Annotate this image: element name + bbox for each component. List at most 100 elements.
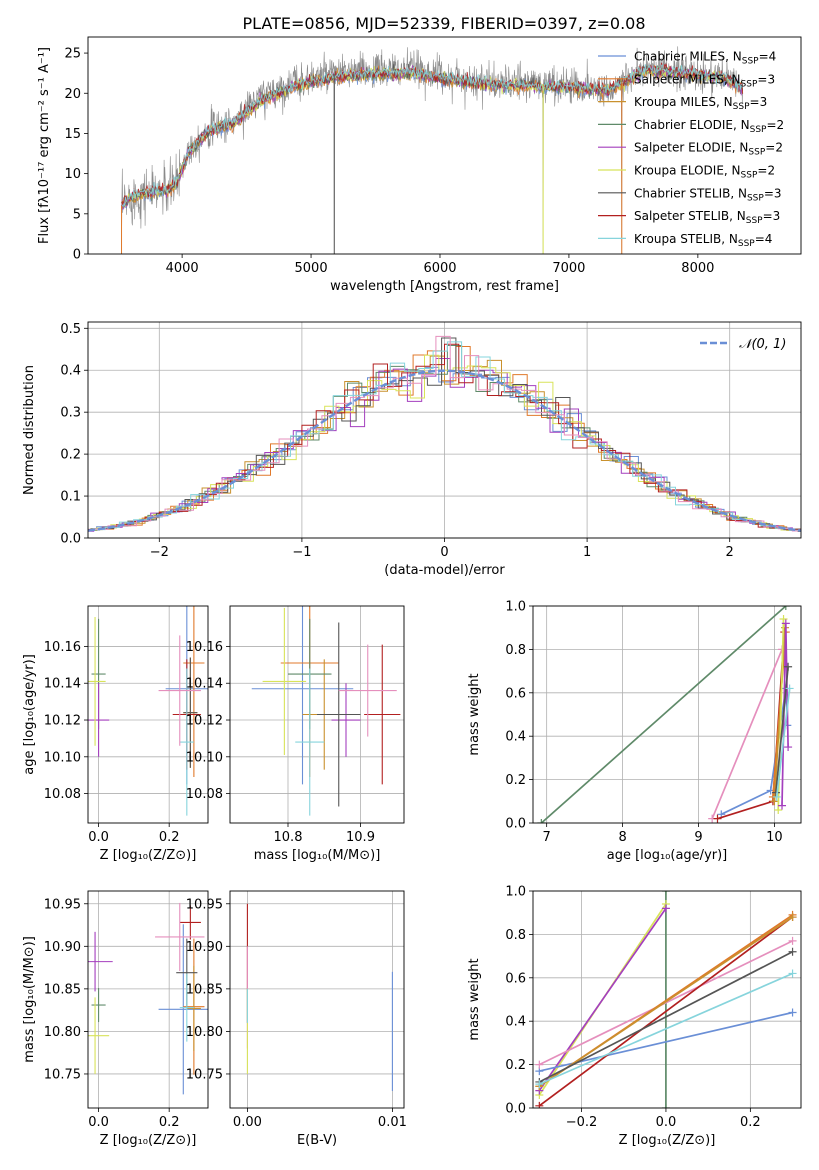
legend-label: Kroupa STELIB, NSSP=4 (634, 232, 772, 249)
x-tick-label: 0.0 (656, 1115, 677, 1130)
error-bar-point (158, 635, 201, 746)
legend-label-main: Kroupa ELODIE, N (634, 164, 741, 178)
error-bar-point (88, 997, 110, 1074)
mass_vs_Z-plot-area (88, 902, 208, 1095)
x-tick-label: 2 (726, 545, 734, 560)
legend-label-sub: SSP (747, 193, 764, 203)
error-bar-point (251, 606, 354, 785)
legend-label: Kroupa ELODIE, NSSP=2 (634, 164, 775, 181)
weight_vs_age-chart: 7 8 9 10 0.0 0.2 0.4 0.6 0.8 1.0 age [log₁₀(age/yr… (467, 600, 802, 863)
weight-line (775, 666, 789, 793)
weight-line (711, 649, 783, 820)
x-tick-label: 0.01 (378, 1115, 407, 1130)
weight-marker (781, 606, 790, 610)
residual-histogram (88, 354, 801, 531)
y-tick-label: 0.2 (60, 448, 81, 463)
y-tick-label: 0.5 (60, 322, 81, 337)
legend-label: Salpeter STELIB, NSSP=3 (634, 209, 780, 226)
legend-label-sub: SSP (742, 57, 759, 67)
weight-marker (788, 1008, 797, 1017)
error-bar-point (158, 924, 208, 1095)
weight-marker (537, 819, 546, 823)
y-tick-label: 10.90 (186, 940, 223, 955)
x-tick-label: 0.0 (88, 1115, 109, 1130)
weight-marker (535, 1060, 544, 1069)
legend-label-sub: SSP (741, 171, 758, 181)
weight_vs_age-plot-area (537, 606, 794, 823)
age_vs_Z-chart: 0.0 0.2 10.08 10.10 10.12 10.14 10.16 Z [log₁₀(… (22, 605, 209, 863)
x-axis-label: Z [log₁₀(Z/Z⊙)] (100, 1133, 197, 1148)
x-axis-label: mass [log₁₀(M/M⊙)] (254, 848, 381, 863)
axes-frame (532, 890, 802, 1109)
legend-label-sub: SSP (748, 148, 765, 158)
x-tick-label: 10.9 (346, 830, 375, 845)
weight-marker (661, 891, 670, 895)
y-tick-label: 10.95 (186, 897, 223, 912)
y-tick-label: 0.2 (505, 1058, 526, 1073)
y-axis-label: mass weight (467, 673, 482, 755)
y-axis-label: mass weight (467, 958, 482, 1040)
weight-marker (788, 936, 797, 945)
legend-label-value: =2 (765, 141, 783, 155)
x-axis-label: (data-model)/error (384, 563, 505, 578)
error-bar-point (262, 607, 307, 755)
y-tick-label: 0.8 (505, 928, 526, 943)
error-bar-point (179, 905, 201, 940)
legend-label-main: Chabrier ELODIE, N (634, 118, 750, 132)
axes-frame (532, 605, 802, 824)
weight-marker (788, 913, 797, 922)
y-tick-label: 10.16 (186, 640, 223, 655)
axes-frame (87, 321, 802, 539)
legend-label-main: Chabrier STELIB, N (634, 186, 747, 200)
legend-label-sub: SSP (746, 216, 763, 226)
residuals-plot-area (88, 335, 801, 532)
error-bar-point (183, 657, 198, 768)
y-tick-label: 0.0 (505, 817, 526, 832)
y-tick-label: 0.4 (60, 364, 81, 379)
weight-marker (772, 792, 781, 801)
legend-label: Kroupa MILES, NSSP=3 (634, 95, 767, 112)
y-tick-label: 0.1 (60, 490, 81, 505)
error-bar-point (338, 644, 397, 737)
weight-marker (779, 615, 788, 624)
mass_vs_ebv-chart: 0.00 0.01 10.75 10.80 10.85 10.90 10.95 E(B-V) (186, 890, 407, 1148)
x-tick-label: 8000 (681, 261, 714, 276)
axes-frame (229, 605, 405, 824)
spectrum-plot-area (121, 46, 744, 254)
weight-marker (788, 947, 797, 956)
legend-label-sub: SSP (741, 79, 758, 89)
weight-marker (661, 1104, 670, 1108)
x-axis-label: E(B-V) (297, 1133, 337, 1148)
legend-label-value: =4 (759, 50, 777, 64)
error-bar-point (179, 668, 194, 816)
x-axis-label: wavelength [Angstrom, rest frame] (330, 279, 559, 294)
weight_vs_Z-plot-area (535, 891, 797, 1108)
residuals-chart: −2 −1 0 1 2 0.0 0.1 0.2 0.3 0.4 0.5 (data-model)/er… (22, 321, 802, 578)
weight-line (538, 916, 794, 1088)
y-tick-label: 10.16 (44, 640, 81, 655)
x-tick-label: 0.2 (159, 1115, 180, 1130)
weight-marker (788, 969, 797, 978)
x-tick-label: 7000 (552, 261, 585, 276)
error-bar-point (295, 668, 325, 816)
x-tick-label: −0.2 (566, 1115, 598, 1130)
y-tick-label: 10.90 (44, 940, 81, 955)
x-tick-label: 7 (543, 830, 551, 845)
y-tick-label: 25 (64, 47, 81, 62)
weight-marker (785, 684, 794, 693)
axes-frame (87, 36, 802, 255)
error-bar-point (364, 644, 401, 785)
error-bar-point (88, 931, 113, 992)
y-tick-label: 10.08 (186, 787, 223, 802)
x-tick-label: 0.00 (233, 1115, 262, 1130)
weight-line (538, 951, 793, 1083)
age_vs_mass-chart: 10.8 10.9 10.08 10.10 10.12 10.14 10.16 mass [l… (186, 605, 405, 863)
weight-marker (535, 1080, 544, 1089)
y-tick-label: 15 (64, 127, 81, 142)
legend-label-value: =3 (750, 95, 768, 109)
x-tick-label: 10.8 (274, 830, 303, 845)
y-tick-label: 10.14 (186, 677, 223, 692)
weight-marker (713, 814, 722, 823)
legend-label-value: =2 (766, 118, 784, 132)
y-tick-label: 0.8 (505, 643, 526, 658)
